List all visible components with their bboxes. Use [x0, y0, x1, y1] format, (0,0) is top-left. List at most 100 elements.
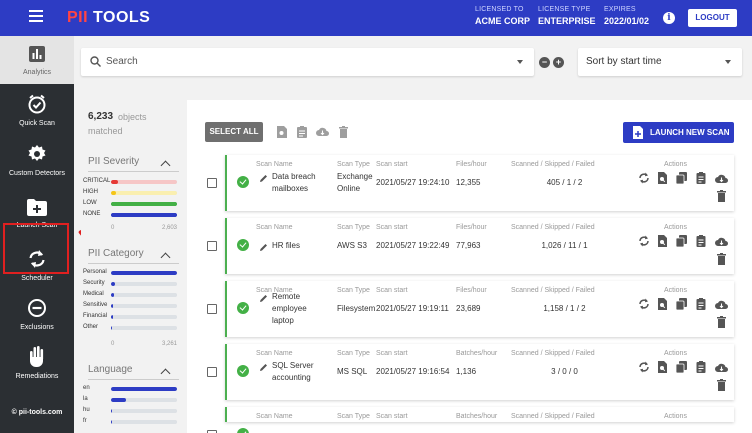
col-header-actions: Actions	[664, 413, 687, 420]
scan-name-line: accounting	[272, 373, 311, 382]
cloud-download-icon[interactable]	[715, 362, 728, 373]
filter-bar-bg	[111, 420, 177, 424]
row-checkbox[interactable]	[207, 304, 217, 314]
report-icon[interactable]	[277, 126, 287, 138]
scan-row[interactable]: Scan Name Scan Type Scan start Files/hour Sc…	[225, 281, 734, 337]
filter-row[interactable]: Sensitive	[81, 302, 187, 310]
report-icon[interactable]	[657, 172, 667, 184]
logout-button[interactable]: LOGOUT	[688, 9, 737, 27]
row-checkbox[interactable]	[207, 367, 217, 377]
filter-row[interactable]: Financial	[81, 313, 187, 321]
trash-icon[interactable]	[717, 190, 726, 202]
row-checkbox[interactable]	[207, 430, 217, 433]
report-icon[interactable]	[657, 298, 667, 310]
scan-row[interactable]: Scan Name Scan Type Scan start Files/hour Sc…	[225, 218, 734, 274]
select-all-button[interactable]: SELECT ALL	[205, 122, 263, 142]
cloud-download-icon[interactable]	[715, 173, 728, 184]
footer-link[interactable]: © pii-tools.com	[11, 409, 63, 416]
sidebar-item-scheduler[interactable]: Scheduler	[0, 249, 74, 289]
edit-icon[interactable]	[260, 294, 268, 302]
report-icon[interactable]	[657, 235, 667, 247]
clipboard-icon[interactable]	[696, 361, 706, 373]
filter-row[interactable]: Other	[81, 324, 187, 332]
collapse-category-icon[interactable]	[160, 252, 171, 263]
copy-icon[interactable]	[676, 172, 687, 184]
remove-filter-icon[interactable]: −	[539, 57, 550, 68]
trash-icon[interactable]	[717, 316, 726, 328]
scan-row[interactable]: Scan Name Scan Type Scan start Files/hour Sc…	[225, 155, 734, 211]
scan-name: HR files	[272, 240, 300, 252]
clipboard-icon[interactable]	[696, 298, 706, 310]
trash-icon[interactable]	[339, 126, 348, 138]
edit-icon[interactable]	[260, 363, 268, 371]
search-input[interactable]: Search	[81, 48, 534, 76]
cloud-download-icon[interactable]	[715, 299, 728, 310]
filter-row[interactable]: Personal	[81, 269, 187, 277]
report-icon[interactable]	[657, 361, 667, 373]
search-placeholder: Search	[106, 56, 138, 67]
refresh-icon[interactable]	[638, 235, 650, 247]
filter-bar-fill	[111, 398, 127, 402]
scan-type-line: Exchange	[337, 172, 373, 181]
col-header-scan-start: Scan start	[376, 287, 408, 294]
filter-row[interactable]: Security	[81, 280, 187, 288]
menu-icon[interactable]	[29, 10, 43, 24]
row-checkbox[interactable]	[207, 178, 217, 188]
collapse-severity-icon[interactable]	[160, 160, 171, 171]
scan-row[interactable]: Scan Name Scan Type Scan start Batches/hour…	[225, 407, 734, 433]
launch-new-scan-button[interactable]: LAUNCH NEW SCAN	[623, 122, 734, 143]
scan-row[interactable]: Scan Name Scan Type Scan start Batches/hour…	[225, 344, 734, 400]
filter-row[interactable]: fr	[81, 418, 187, 426]
col-header-scan-type: Scan Type	[337, 287, 370, 294]
divider	[88, 171, 179, 172]
chevron-down-icon	[725, 60, 731, 64]
sort-select[interactable]: Sort by start time	[578, 48, 742, 76]
refresh-icon[interactable]	[638, 298, 650, 310]
sidebar-item-exclusions[interactable]: Exclusions	[0, 298, 74, 338]
license-type-value: ENTERPRISE	[538, 16, 596, 26]
row-checkbox[interactable]	[207, 241, 217, 251]
copy-icon[interactable]	[676, 361, 687, 373]
clipboard-icon[interactable]	[297, 126, 307, 138]
trash-icon[interactable]	[717, 253, 726, 265]
chevron-down-icon[interactable]	[517, 60, 523, 64]
sidebar-item-launch-scan[interactable]: Launch Scan	[0, 199, 74, 239]
objects-count: 6,233	[88, 111, 114, 122]
filter-row[interactable]: hu	[81, 407, 187, 415]
sidebar-item-remediations[interactable]: Remediations	[0, 346, 74, 386]
filter-row[interactable]: CRITICAL	[81, 178, 187, 186]
add-filter-icon[interactable]: +	[553, 57, 564, 68]
copy-icon[interactable]	[676, 235, 687, 247]
copy-icon[interactable]	[676, 298, 687, 310]
filter-row-label: Financial	[83, 313, 108, 319]
filter-row[interactable]: NONE	[81, 211, 187, 219]
language-title: Language	[88, 364, 133, 375]
clipboard-icon[interactable]	[696, 172, 706, 184]
cloud-download-icon[interactable]	[715, 236, 728, 247]
status-success-icon	[237, 176, 249, 188]
filter-row[interactable]: en	[81, 385, 187, 393]
edit-icon[interactable]	[260, 243, 268, 251]
edit-icon[interactable]	[260, 174, 268, 182]
refresh-icon[interactable]	[638, 361, 650, 373]
refresh-icon[interactable]	[638, 172, 650, 184]
sidebar-item-analytics[interactable]: Analytics	[0, 36, 74, 84]
filter-row[interactable]: HIGH	[81, 189, 187, 197]
filter-bar-fill	[111, 282, 115, 286]
scan-type: AWS S3	[337, 240, 367, 252]
severity-axis-min: 0	[111, 225, 115, 231]
trash-icon[interactable]	[717, 379, 726, 391]
collapse-language-icon[interactable]	[160, 368, 171, 379]
clipboard-icon[interactable]	[696, 235, 706, 247]
filter-bar-fill	[111, 191, 117, 195]
info-icon[interactable]: i	[663, 12, 675, 24]
severity-axis-max: 2,603	[162, 225, 178, 231]
cloud-download-icon[interactable]	[316, 126, 329, 137]
filter-row[interactable]: la	[81, 396, 187, 404]
sidebar-item-quick-scan[interactable]: Quick Scan	[0, 94, 74, 134]
filter-bar-fill	[111, 202, 177, 206]
sidebar-item-custom-detectors[interactable]: Custom Detectors	[0, 144, 74, 184]
col-header-scanned: Scanned / Skipped / Failed	[511, 350, 595, 357]
filter-row[interactable]: LOW	[81, 200, 187, 208]
filter-row[interactable]: Medical	[81, 291, 187, 299]
